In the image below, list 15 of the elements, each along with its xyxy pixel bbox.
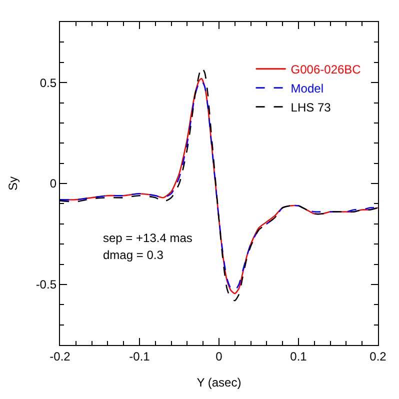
x-tick-label: 0.2 <box>370 350 387 364</box>
annotation: sep = +13.4 mas <box>103 231 192 245</box>
legend-label: LHS 73 <box>290 100 332 114</box>
x-tick-label: 0 <box>216 350 223 364</box>
x-tick-label: 0.1 <box>290 350 308 364</box>
y-tick-label: 0 <box>50 176 57 191</box>
y-tick-label: -0.5 <box>36 278 57 292</box>
x-tick-label: -0.1 <box>129 350 150 364</box>
legend-label: Model <box>290 81 324 96</box>
y-tick-label: 0.5 <box>40 76 57 90</box>
x-axis-title: Y (asec) <box>196 375 242 390</box>
annotation: dmag = 0.3 <box>103 248 164 262</box>
x-tick-label: -0.2 <box>50 350 71 364</box>
legend-label: G006-026BC <box>290 62 362 76</box>
y-axis-title: Sy <box>6 176 20 191</box>
